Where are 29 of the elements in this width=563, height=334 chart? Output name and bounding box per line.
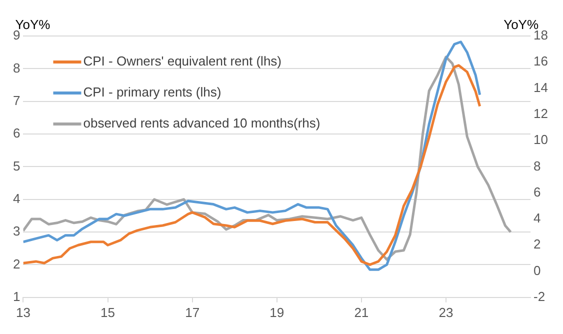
y2-tick-label: 18 bbox=[534, 28, 548, 43]
x-tick-label: 21 bbox=[354, 304, 369, 320]
y2-tick-label: -2 bbox=[534, 288, 546, 304]
x-tick-label: 15 bbox=[100, 304, 116, 320]
x-tick-label: 23 bbox=[438, 304, 454, 320]
y2-tick-label: 0 bbox=[534, 262, 541, 278]
y2-tick-label: 10 bbox=[534, 132, 548, 148]
y2-tick-label: 4 bbox=[534, 210, 541, 226]
y-tick-label: 6 bbox=[12, 126, 20, 141]
x-tick-label: 13 bbox=[16, 304, 30, 320]
y-tick-label: 2 bbox=[12, 256, 20, 272]
y2-tick-label: 14 bbox=[534, 80, 548, 95]
y2-tick-label: 6 bbox=[534, 184, 541, 200]
y-tick-label: 1 bbox=[12, 288, 20, 304]
y-tick-label: 9 bbox=[12, 28, 20, 43]
y-tick-label: 4 bbox=[12, 190, 20, 206]
x-tick-label: 17 bbox=[185, 304, 200, 320]
y-tick-label: 8 bbox=[12, 60, 20, 76]
legend-label: observed rents advanced 10 months(rhs) bbox=[83, 116, 320, 131]
y-tick-label: 5 bbox=[12, 158, 20, 174]
y2-tick-label: 16 bbox=[534, 54, 548, 69]
legend-label: CPI - primary rents (lhs) bbox=[83, 84, 222, 100]
y-tick-label: 3 bbox=[12, 224, 20, 239]
legend-label: CPI - Owners' equivalent rent (lhs) bbox=[83, 54, 282, 69]
y2-tick-label: 12 bbox=[534, 106, 548, 121]
y2-tick-label: 8 bbox=[534, 158, 541, 174]
x-tick-label: 19 bbox=[270, 304, 284, 320]
y2-tick-label: 2 bbox=[534, 236, 541, 252]
y-tick-label: 7 bbox=[12, 92, 20, 108]
